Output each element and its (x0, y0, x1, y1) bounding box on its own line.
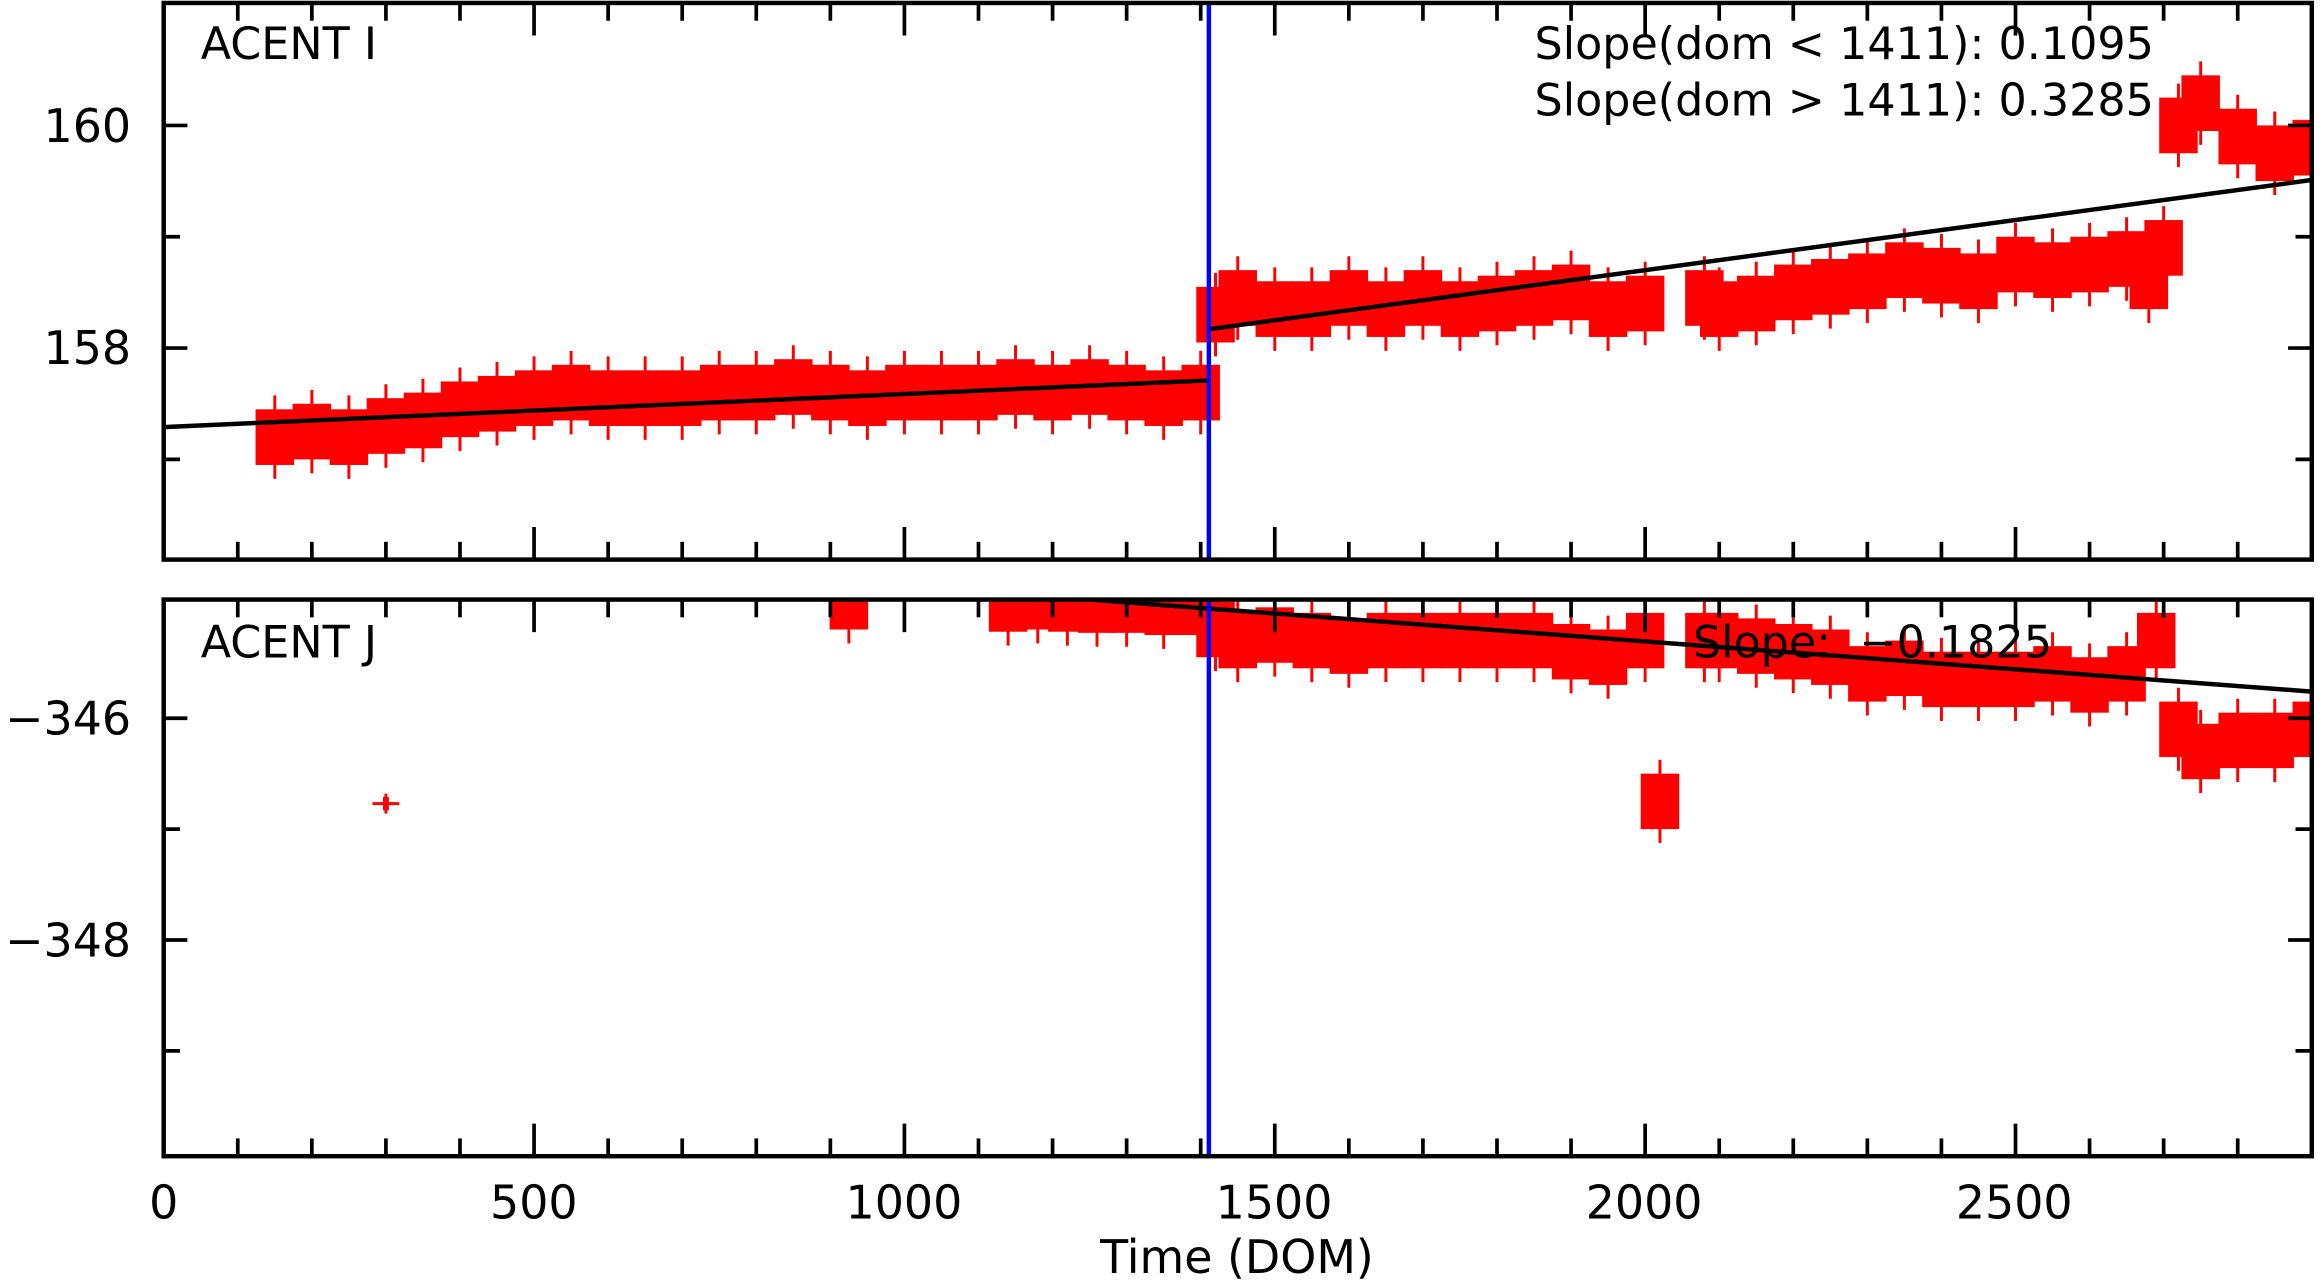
x-tick-label: 2500 (1956, 1175, 2073, 1229)
slope-annotation-before: Slope(dom < 1411): 0.1095 (1535, 19, 2154, 70)
fit-line (1089, 599, 2312, 694)
data-points (372, 599, 2312, 843)
x-tick-label: 500 (490, 1175, 578, 1229)
x-tick-label: 2000 (1586, 1175, 1703, 1229)
panel-1 (161, 597, 2315, 1159)
plot-frame (161, 597, 2315, 1159)
panel-0 (161, 0, 2315, 562)
slope-annotation: Slope: −0.1825 (1693, 617, 2052, 668)
y-tick-label: 160 (44, 99, 132, 153)
y-tick-label: 158 (44, 321, 132, 375)
x-tick-label: 1500 (1216, 1175, 1333, 1229)
y-tick-label: −348 (5, 913, 131, 967)
data-points (163, 61, 2312, 479)
y-tick-label: −346 (5, 691, 131, 745)
fit-line (1208, 177, 2312, 332)
x-tick-label: 1000 (846, 1175, 963, 1229)
panel-label-acent-j: ACENT J (201, 617, 377, 668)
x-tick-label: 0 (149, 1175, 178, 1229)
x-axis-label: Time (DOM) (1099, 1230, 1374, 1284)
panel-label-acent-i: ACENT I (201, 19, 377, 70)
plot-frame (161, 0, 2315, 562)
fit-line (163, 378, 1209, 430)
slope-annotation-after: Slope(dom > 1411): 0.3285 (1535, 75, 2154, 126)
